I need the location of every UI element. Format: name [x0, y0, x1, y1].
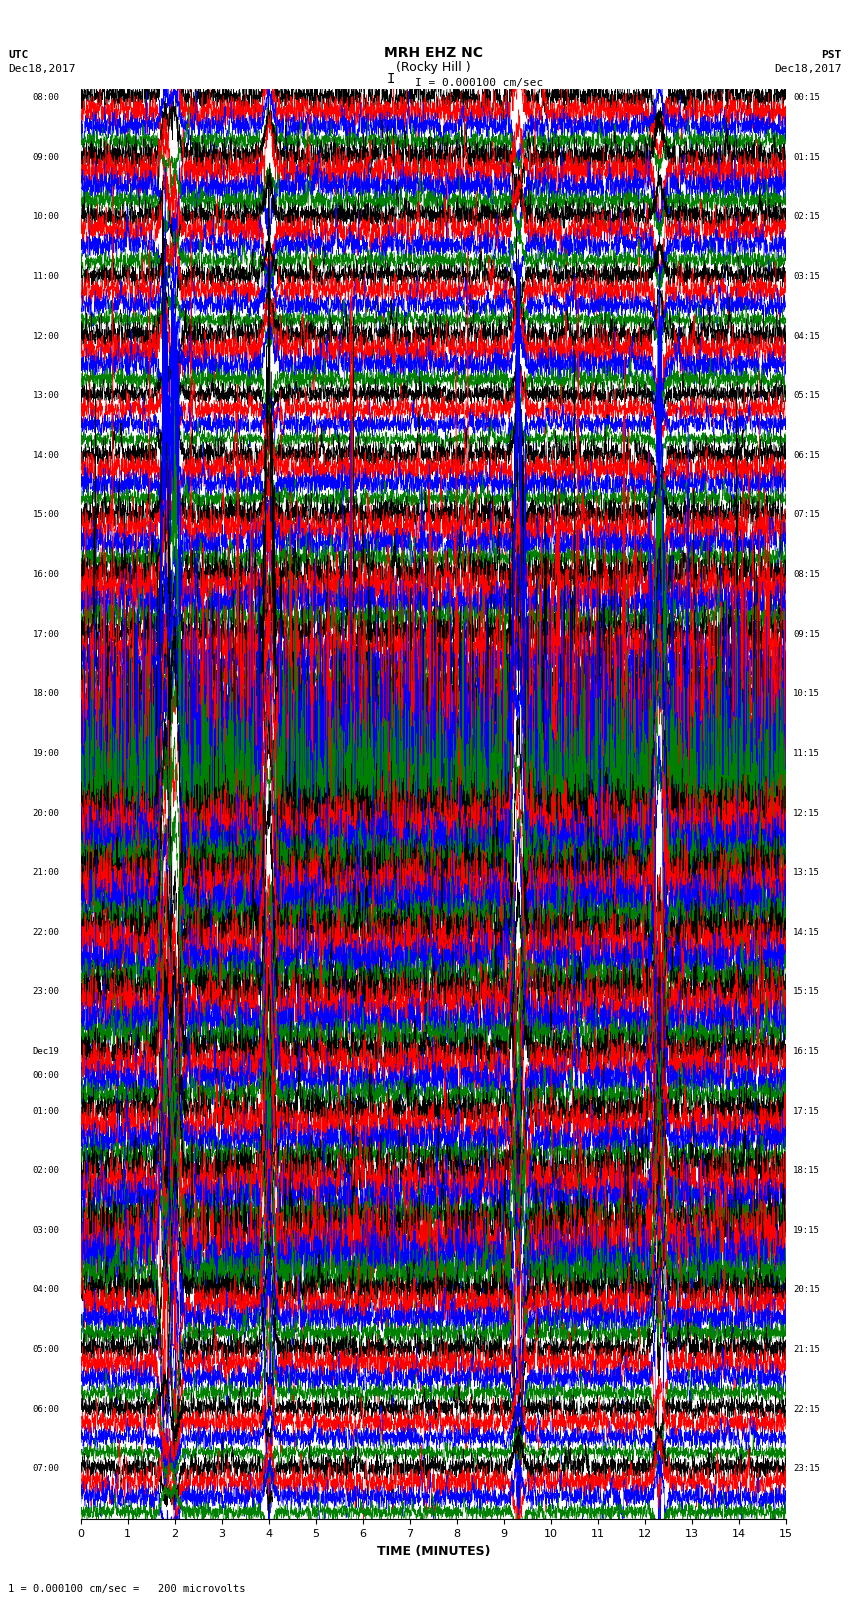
Text: 22:00: 22:00	[32, 927, 60, 937]
Text: 17:15: 17:15	[793, 1107, 820, 1116]
Text: 07:00: 07:00	[32, 1465, 60, 1473]
Text: 11:00: 11:00	[32, 273, 60, 281]
Text: 22:15: 22:15	[793, 1405, 820, 1413]
Text: 01:15: 01:15	[793, 153, 820, 161]
Text: 16:00: 16:00	[32, 569, 60, 579]
Text: 00:15: 00:15	[793, 94, 820, 102]
Text: PST: PST	[821, 50, 842, 60]
Text: 15:15: 15:15	[793, 987, 820, 997]
Text: 14:00: 14:00	[32, 452, 60, 460]
Text: 18:00: 18:00	[32, 689, 60, 698]
Text: 23:15: 23:15	[793, 1465, 820, 1473]
Text: Dec19: Dec19	[32, 1047, 60, 1057]
Text: 20:15: 20:15	[793, 1286, 820, 1295]
Text: 06:00: 06:00	[32, 1405, 60, 1413]
Text: 13:00: 13:00	[32, 392, 60, 400]
Text: 19:00: 19:00	[32, 748, 60, 758]
Text: 03:00: 03:00	[32, 1226, 60, 1236]
Text: 14:15: 14:15	[793, 927, 820, 937]
Text: 06:15: 06:15	[793, 452, 820, 460]
Text: 10:00: 10:00	[32, 213, 60, 221]
Text: 12:15: 12:15	[793, 808, 820, 818]
Text: 01:00: 01:00	[32, 1107, 60, 1116]
Text: 17:00: 17:00	[32, 629, 60, 639]
Text: 02:00: 02:00	[32, 1166, 60, 1176]
Text: 16:15: 16:15	[793, 1047, 820, 1057]
Text: 04:00: 04:00	[32, 1286, 60, 1295]
Text: 23:00: 23:00	[32, 987, 60, 997]
Text: 09:15: 09:15	[793, 629, 820, 639]
Text: 05:00: 05:00	[32, 1345, 60, 1353]
Text: 00:00: 00:00	[32, 1071, 60, 1079]
Text: 10:15: 10:15	[793, 689, 820, 698]
Text: I: I	[387, 73, 395, 85]
Text: (Rocky Hill ): (Rocky Hill )	[396, 61, 471, 74]
Text: 12:00: 12:00	[32, 332, 60, 340]
Text: 03:15: 03:15	[793, 273, 820, 281]
Text: 04:15: 04:15	[793, 332, 820, 340]
Text: 02:15: 02:15	[793, 213, 820, 221]
Text: 21:15: 21:15	[793, 1345, 820, 1353]
Text: Dec18,2017: Dec18,2017	[774, 65, 842, 74]
Text: 08:15: 08:15	[793, 569, 820, 579]
Text: UTC: UTC	[8, 50, 29, 60]
Text: 09:00: 09:00	[32, 153, 60, 161]
Text: 21:00: 21:00	[32, 868, 60, 877]
Text: Dec18,2017: Dec18,2017	[8, 65, 76, 74]
Text: 07:15: 07:15	[793, 510, 820, 519]
Text: 05:15: 05:15	[793, 392, 820, 400]
Text: 13:15: 13:15	[793, 868, 820, 877]
Text: 20:00: 20:00	[32, 808, 60, 818]
Text: 15:00: 15:00	[32, 510, 60, 519]
Text: 19:15: 19:15	[793, 1226, 820, 1236]
Text: 08:00: 08:00	[32, 94, 60, 102]
Text: I = 0.000100 cm/sec: I = 0.000100 cm/sec	[415, 77, 543, 87]
Text: 1 = 0.000100 cm/sec =   200 microvolts: 1 = 0.000100 cm/sec = 200 microvolts	[8, 1584, 246, 1594]
Text: 11:15: 11:15	[793, 748, 820, 758]
Text: MRH EHZ NC: MRH EHZ NC	[384, 47, 483, 60]
X-axis label: TIME (MINUTES): TIME (MINUTES)	[377, 1545, 490, 1558]
Text: 18:15: 18:15	[793, 1166, 820, 1176]
